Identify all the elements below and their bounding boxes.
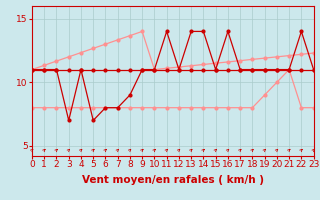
- X-axis label: Vent moyen/en rafales ( km/h ): Vent moyen/en rafales ( km/h ): [82, 175, 264, 185]
